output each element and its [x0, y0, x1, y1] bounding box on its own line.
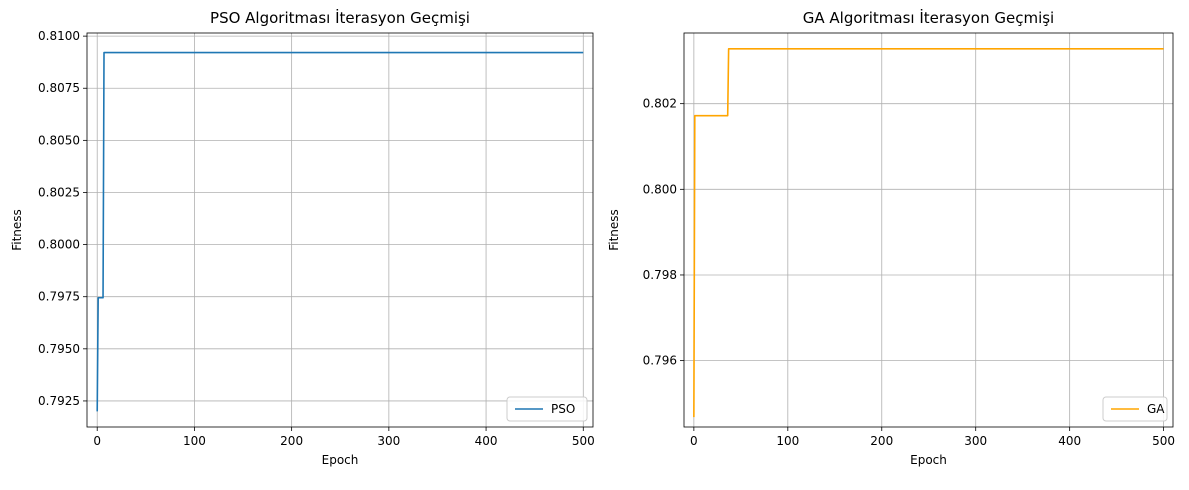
y-tick-label: 0.8075 — [38, 81, 80, 95]
chart-title: GA Algoritması İterasyon Geçmişi — [803, 8, 1054, 27]
y-tick-label: 0.7950 — [38, 342, 80, 356]
chart-title: PSO Algoritması İterasyon Geçmişi — [210, 8, 470, 27]
y-axis-label: Fitness — [10, 209, 24, 251]
y-tick-label: 0.7975 — [38, 290, 80, 304]
chart-2: 0 100 200 300 400 500 0.796 0.798 0.800 0.802 GA A… — [607, 8, 1175, 467]
y-tick-label: 0.8100 — [38, 29, 80, 43]
x-tick-label: 300 — [377, 434, 400, 448]
legend-label: PSO — [551, 402, 575, 416]
x-tick-label: 400 — [475, 434, 498, 448]
x-tick-label: 0 — [93, 434, 101, 448]
series-line-ga — [693, 48, 1164, 418]
y-tick-label: 0.8000 — [38, 238, 80, 252]
legend: GA — [1102, 396, 1168, 422]
y-tick-label: 0.800 — [643, 182, 677, 196]
x-tick-label: 500 — [572, 434, 595, 448]
y-tick-label: 0.798 — [643, 268, 677, 282]
x-axis-label: Epoch — [910, 453, 947, 467]
legend: PSO — [506, 396, 588, 422]
y-axis-label: Fitness — [607, 209, 621, 251]
series-line-pso — [96, 51, 584, 412]
y-tick-label: 0.7925 — [38, 394, 80, 408]
x-tick-label: 400 — [1058, 434, 1081, 448]
x-tick-label: 300 — [964, 434, 987, 448]
y-tick-label: 0.8050 — [38, 133, 80, 147]
legend-label: GA — [1147, 402, 1165, 416]
x-tick-label: 100 — [183, 434, 206, 448]
plot-frame — [683, 32, 1174, 428]
chart-1: 0 100 200 300 400 500 0.7925 0.7950 0.7975 0.8000… — [10, 8, 595, 467]
x-tick-label: 0 — [690, 434, 698, 448]
plot-frame — [86, 32, 594, 428]
x-tick-label: 200 — [280, 434, 303, 448]
y-tick-label: 0.796 — [643, 354, 677, 368]
x-tick-label: 500 — [1152, 434, 1175, 448]
y-tick-label: 0.8025 — [38, 185, 80, 199]
legend-box — [506, 396, 588, 422]
x-axis-label: Epoch — [322, 453, 359, 467]
y-tick-label: 0.802 — [643, 97, 677, 111]
x-tick-label: 100 — [776, 434, 799, 448]
x-tick-label: 200 — [870, 434, 893, 448]
